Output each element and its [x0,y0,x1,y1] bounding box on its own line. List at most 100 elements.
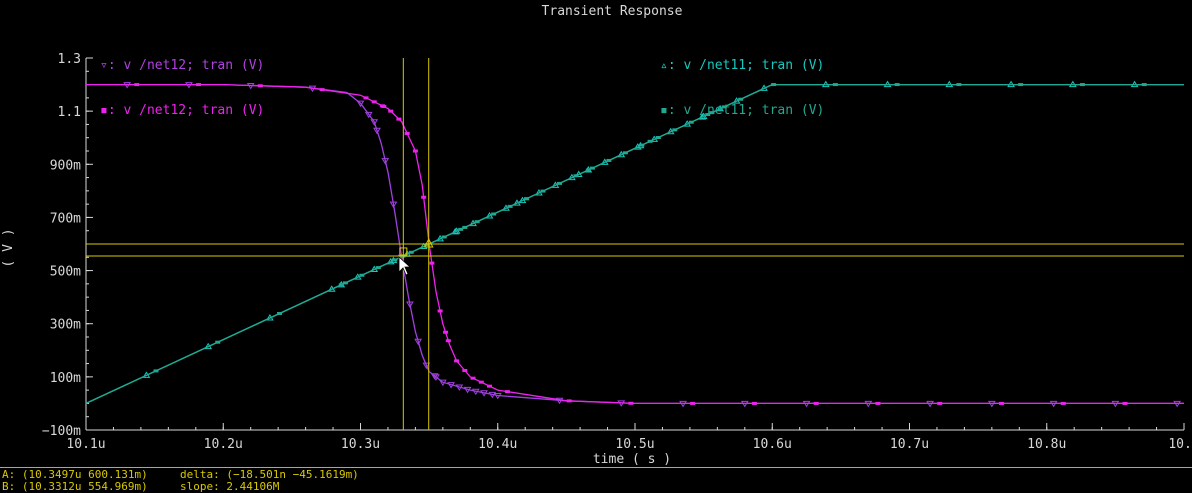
square-marker [412,149,418,153]
square-marker [1122,401,1128,405]
square-marker [585,168,591,172]
square-marker [371,100,377,104]
legend-item-net11-triangle[interactable]: ▵: v /net11; tran (V) [660,58,824,73]
square-marker [445,339,451,343]
square-marker [408,250,414,254]
square-marker [375,266,381,270]
square-marker [342,281,348,285]
triangle-down-marker [463,386,472,394]
y-tick-label: 1.1 [58,105,81,120]
legend-label: : v /net11; tran (V) [667,103,825,118]
square-marker [589,166,595,170]
chart-title: Transient Response [542,4,683,19]
square-marker [215,340,221,344]
triangle-down-marker [414,338,423,346]
legend-item-net12-square[interactable]: ▪: v /net12; tran (V) [100,103,264,118]
square-marker [1018,83,1024,87]
square-marker [875,401,881,405]
y-tick-label: −100m [42,424,81,439]
square-marker [404,131,410,135]
square-marker [392,258,398,262]
square-marker [443,330,449,334]
square-marker [388,109,394,113]
mouse-pointer-icon [398,256,412,276]
square-marker [655,136,661,140]
triangle-down-marker [389,201,398,209]
marker-status-bar: A: (10.3497u 600.131m) B: (10.3312u 554.… [0,467,1192,493]
marker-a-readout: A: (10.3497u 600.131m) [2,468,148,481]
square-marker [359,273,365,277]
square-marker [441,235,447,239]
square-marker [628,401,634,405]
triangle-down-marker [381,158,390,165]
triangle-down-marker [480,390,488,397]
square-marker [622,151,628,155]
triangle-down-marker [370,119,379,126]
legend-label: : v /net11; tran (V) [667,58,825,73]
square-marker [425,243,431,247]
plot-curves [85,80,1184,408]
triangle-down-marker [422,362,431,370]
square-marker [1079,83,1085,87]
square-marker [462,368,468,372]
square-marker [319,88,325,92]
square-marker [257,84,263,88]
x-tick-label: 10.1u [66,437,105,452]
legend-label: : v /net12; tran (V) [107,58,265,73]
square-marker [672,128,678,132]
marker-b-square-icon[interactable] [399,247,408,256]
square-marker [998,401,1004,405]
square-marker [524,197,530,201]
x-tick-label: 10.9 [1168,437,1192,452]
square-marker [639,143,645,147]
legend-label: : v /net12; tran (V) [107,103,265,118]
square-marker [573,174,579,178]
triangle-up-icon: ▵ [660,58,668,73]
x-tick-label: 10.8u [1027,437,1066,452]
x-tick-label: 10.4u [478,437,517,452]
square-marker [491,212,497,216]
square-marker [709,111,715,115]
series-markers-3 [153,83,1147,373]
square-marker [937,401,943,405]
square-marker [894,83,900,87]
square-marker [721,105,727,109]
legend-item-net12-triangle[interactable]: ▿: v /net12; tran (V) [100,58,264,73]
square-marker [134,83,140,87]
square-marker [396,117,402,121]
legend-left: ▿: v /net12; tran (V) ▪: v /net12; tran … [100,28,264,133]
marker-b-readout: B: (10.3312u 554.969m) [2,480,148,493]
square-marker [771,83,777,87]
marker-cursors[interactable] [86,58,1184,430]
y-tick-label: 500m [50,265,81,280]
square-icon: ▪ [100,103,108,118]
y-tick-label: 1.3 [58,52,81,67]
triangle-down-icon: ▿ [100,58,108,73]
square-marker [277,312,283,316]
square-marker [956,83,962,87]
triangle-down-marker [432,374,440,381]
square-marker [504,390,510,394]
y-axis-label: ( V ) [1,228,16,267]
x-tick-label: 10.5u [615,437,654,452]
triangle-down-marker [447,382,455,389]
y-tick-label: 900m [50,158,81,173]
square-marker [487,384,493,388]
square-marker [421,195,427,199]
x-tick-label: 10.2u [204,437,243,452]
marker-a-triangle-icon[interactable] [423,237,434,248]
square-marker [832,83,838,87]
x-tick-label: 10.7u [890,437,929,452]
series-markers-0 [123,82,1182,408]
x-tick-label: 10.3u [341,437,380,452]
square-marker [458,227,464,231]
triangle-down-marker [438,379,447,387]
x-axis-label: time ( s ) [593,452,671,467]
square-marker [338,283,344,287]
triangle-down-marker [555,397,564,405]
series-line-1 [86,83,1184,405]
legend-item-net11-square[interactable]: ▪: v /net11; tran (V) [660,103,824,118]
square-marker [454,359,460,363]
